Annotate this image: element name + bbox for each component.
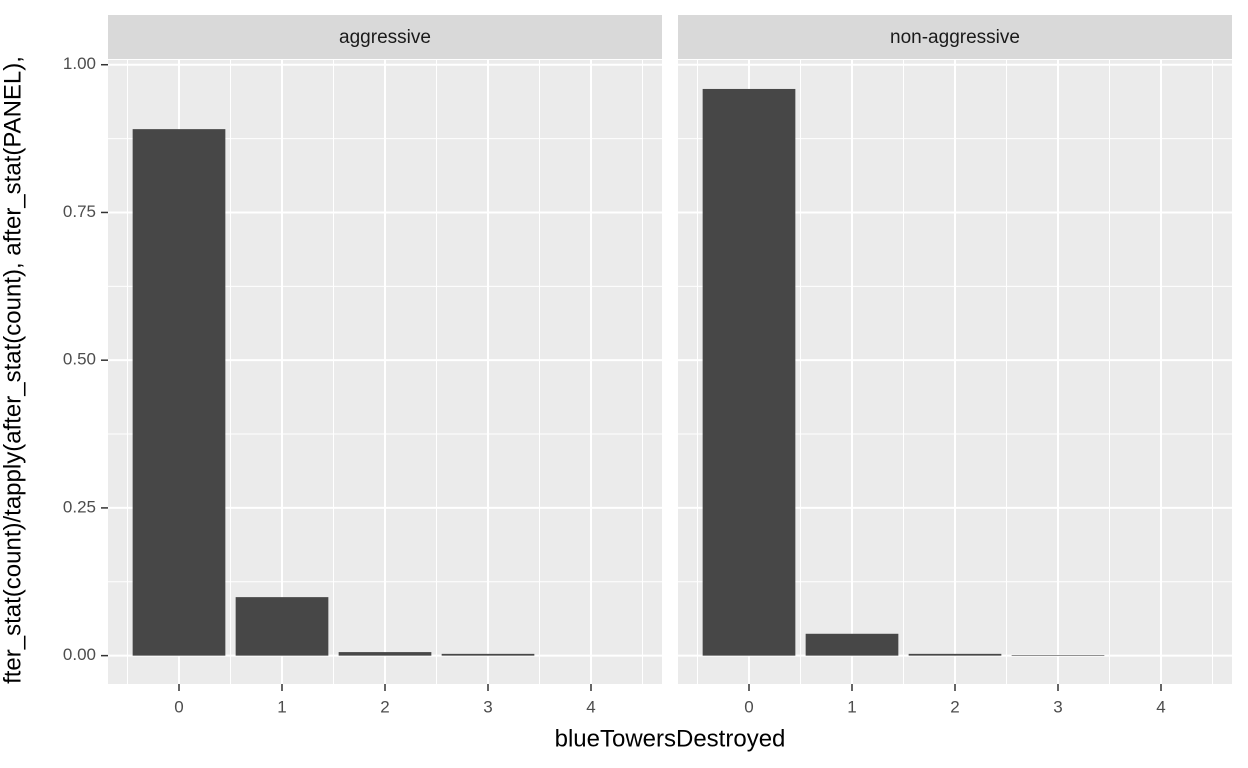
x-tick-label: 2	[380, 697, 389, 716]
x-tick-label: 1	[847, 697, 856, 716]
x-tick-label: 0	[744, 697, 753, 716]
x-tick-label: 4	[1156, 697, 1165, 716]
y-tick-label: 0.50	[63, 350, 96, 369]
y-tick-label: 0.00	[63, 645, 96, 664]
x-tick-label: 2	[950, 697, 959, 716]
bar	[235, 597, 329, 656]
y-tick-label: 1.00	[63, 54, 96, 73]
facet-strip	[108, 15, 662, 59]
bar	[132, 129, 226, 656]
facet-strip	[678, 15, 1232, 59]
bar	[805, 633, 899, 656]
x-tick-label: 1	[277, 697, 286, 716]
x-tick-label: 3	[483, 697, 492, 716]
y-axis-title: fter_stat(count)/tapply(after_stat(count…	[0, 56, 26, 684]
y-tick-label: 0.75	[63, 202, 96, 221]
x-tick-label: 4	[586, 697, 595, 716]
facet-title: aggressive	[339, 27, 431, 48]
x-axis-title: blueTowersDestroyed	[555, 725, 786, 752]
bar	[338, 652, 432, 656]
x-tick-label: 0	[174, 697, 183, 716]
facet-title: non-aggressive	[890, 27, 1020, 48]
bar	[1011, 655, 1105, 656]
bar	[441, 653, 535, 656]
x-tick-label: 3	[1053, 697, 1062, 716]
y-tick-label: 0.25	[63, 497, 96, 516]
bar	[702, 88, 796, 656]
bar	[908, 653, 1002, 656]
